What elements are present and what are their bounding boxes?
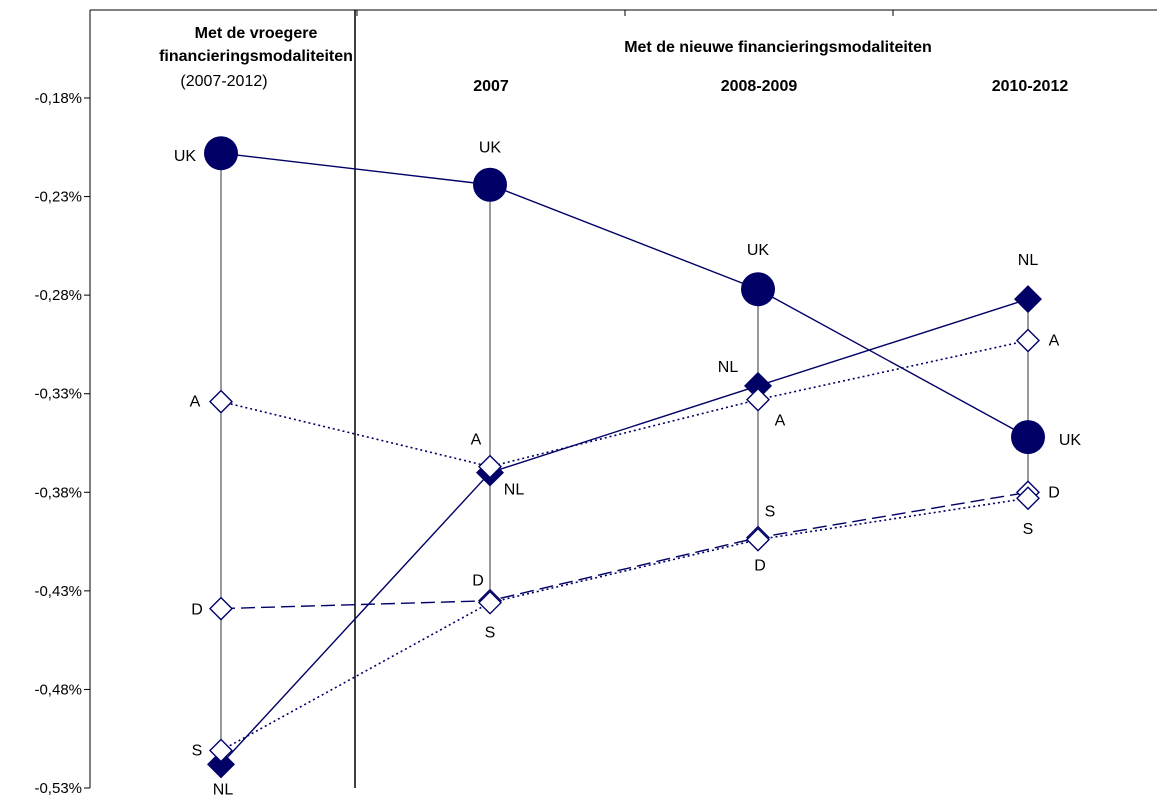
series-line-d — [220, 491, 1029, 610]
column-header-2007: 2007 — [473, 78, 509, 95]
y-tick-label-7: -0,53% — [34, 780, 82, 797]
point-label-a-1: A — [471, 432, 482, 449]
point-label-nl-2: NL — [718, 359, 739, 376]
point-label-s-0: S — [192, 743, 203, 760]
marker-s-2 — [746, 527, 770, 552]
series-line-nl — [220, 298, 1029, 765]
y-tick-label-1: -0,23% — [34, 189, 82, 206]
marker-s-1 — [478, 590, 502, 615]
point-labels: UK UK UK UK NL NL NL NL A A A A D D D D S S S S — [174, 140, 1082, 799]
marker-s-3 — [1016, 486, 1040, 511]
column-header-2010-2012: 2010-2012 — [992, 78, 1069, 95]
point-label-a-3: A — [1049, 332, 1060, 349]
point-label-uk-3: UK — [1059, 432, 1082, 449]
point-label-d-3: D — [1048, 484, 1060, 501]
point-label-s-2: S — [765, 504, 776, 521]
marker-uk-1 — [473, 167, 507, 202]
column-header-2008-2009: 2008-2009 — [721, 78, 798, 95]
point-label-a-0: A — [190, 394, 201, 411]
series-line-s — [220, 497, 1029, 752]
point-label-d-0: D — [191, 602, 203, 619]
marker-a-2 — [746, 387, 770, 412]
marker-nl-3 — [1014, 285, 1042, 314]
point-label-d-2: D — [754, 558, 766, 575]
marker-a-0 — [209, 389, 233, 414]
point-label-uk-1: UK — [479, 140, 502, 157]
point-label-a-2: A — [775, 413, 786, 430]
axes: -0,18% -0,23% -0,28% -0,33% -0,38% -0,43% -0,4… — [34, 9, 1157, 797]
marker-nl-0 — [207, 750, 235, 779]
point-label-nl-3: NL — [1018, 252, 1039, 269]
y-tick-label-0: -0,18% — [34, 90, 82, 107]
period-connectors — [220, 153, 1029, 765]
marker-a-3 — [1016, 328, 1040, 353]
marker-uk-3 — [1011, 420, 1045, 455]
left-header-line1: Met de vroegere — [195, 25, 318, 42]
marker-s-0 — [209, 738, 233, 763]
point-label-uk-0: UK — [174, 148, 197, 165]
point-label-s-3: S — [1023, 521, 1034, 538]
left-header-line2: financieringsmodaliteiten — [159, 48, 353, 65]
y-tick-label-2: -0,28% — [34, 287, 82, 304]
point-label-nl-1: NL — [504, 482, 525, 499]
chart-headers: Met de vroegere financieringsmodaliteite… — [159, 25, 1068, 95]
y-tick-label-6: -0,48% — [34, 681, 82, 698]
left-header-line3: (2007-2012) — [180, 73, 267, 90]
marker-d-0 — [209, 596, 233, 621]
series-markers — [204, 136, 1045, 779]
series-line-a — [220, 339, 1029, 468]
series-line-uk — [220, 152, 1029, 438]
point-label-uk-2: UK — [747, 242, 770, 259]
right-header-title: Met de nieuwe financieringsmodaliteiten — [624, 39, 932, 56]
marker-uk-2 — [741, 272, 775, 307]
series-lines — [220, 152, 1029, 765]
marker-a-1 — [478, 454, 502, 479]
point-label-nl-0: NL — [213, 781, 234, 798]
point-label-s-1: S — [485, 625, 496, 642]
point-label-d-1: D — [472, 573, 484, 590]
y-tick-label-4: -0,38% — [34, 484, 82, 501]
y-tick-label-5: -0,43% — [34, 583, 82, 600]
marker-uk-0 — [204, 136, 238, 171]
y-tick-label-3: -0,33% — [34, 386, 82, 403]
